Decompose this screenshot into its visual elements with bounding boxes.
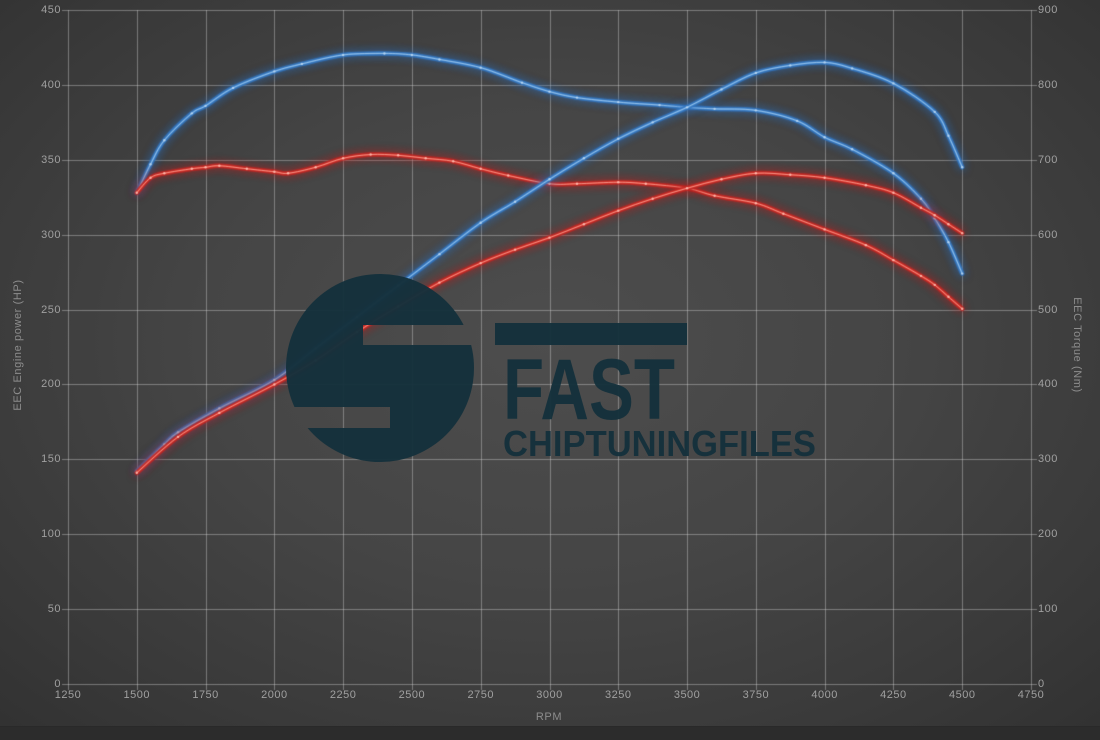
y-right-tick-label: 400 <box>1038 378 1058 391</box>
y-right-tick-label: 200 <box>1038 528 1058 541</box>
x-tick-label: 1500 <box>123 689 151 701</box>
y-left-tick-label: 50 <box>47 603 61 616</box>
y-right-tick-label: 900 <box>1038 4 1058 16</box>
y-left-tick-label: 400 <box>41 78 61 91</box>
x-tick-label: 3750 <box>742 689 770 701</box>
x-tick-label: 4750 <box>1017 689 1045 701</box>
x-tick-label: 4500 <box>948 689 976 701</box>
x-tick-label: 3250 <box>605 689 632 701</box>
x-tick-label: 3500 <box>673 689 701 701</box>
x-tick-label: 4000 <box>811 689 838 701</box>
x-tick-label: 1750 <box>192 689 219 701</box>
x-tick-label: 3000 <box>536 689 563 701</box>
y-left-tick-label: 250 <box>41 303 61 316</box>
x-tick-label: 1250 <box>54 689 82 701</box>
right-axis-title: EEC Torque (Nm) <box>1071 297 1083 393</box>
y-right-tick-label: 100 <box>1038 603 1058 616</box>
x-tick-label: 2500 <box>398 689 426 701</box>
y-right-tick-label: 700 <box>1038 153 1058 166</box>
left-axis-title: EEC Engine power (HP) <box>12 279 24 411</box>
y-left-tick-label: 0 <box>54 678 61 690</box>
x-tick-label: 2000 <box>261 689 288 701</box>
y-left-tick-label: 450 <box>41 4 61 16</box>
x-tick-label: 2750 <box>467 689 494 701</box>
y-left-tick-label: 350 <box>41 153 61 166</box>
y-right-tick-label: 800 <box>1038 78 1058 91</box>
y-right-tick-label: 500 <box>1038 303 1058 316</box>
y-right-tick-label: 0 <box>1038 678 1045 690</box>
y-left-tick-label: 300 <box>41 228 61 241</box>
x-axis-title: RPM <box>535 711 563 723</box>
x-tick-label: 4250 <box>880 689 907 701</box>
y-left-tick-label: 100 <box>41 528 61 541</box>
y-left-tick-label: 150 <box>41 453 61 466</box>
x-tick-label: 2250 <box>329 689 357 701</box>
bottom-edge-bar <box>0 726 1100 740</box>
y-left-tick-label: 200 <box>41 378 61 391</box>
y-right-tick-label: 300 <box>1038 453 1058 466</box>
y-right-tick-label: 600 <box>1038 228 1058 241</box>
